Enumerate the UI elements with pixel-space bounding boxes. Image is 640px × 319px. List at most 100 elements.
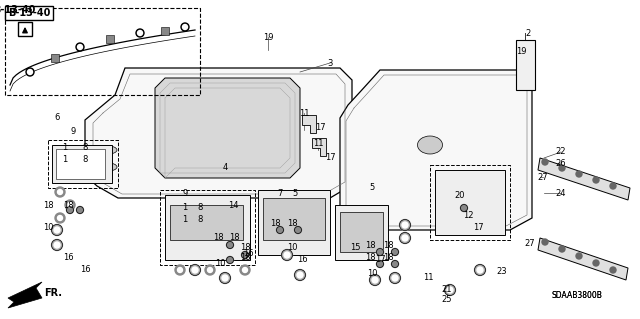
Bar [5,6,53,20]
Text: 8: 8 [83,155,88,165]
Circle shape [399,219,410,231]
Text: 18: 18 [365,254,375,263]
Text: 20: 20 [455,190,465,199]
Text: 17: 17 [473,224,483,233]
Circle shape [369,275,381,286]
Circle shape [576,253,582,259]
Text: 10: 10 [43,224,53,233]
Circle shape [26,68,34,76]
Ellipse shape [417,136,442,154]
Circle shape [559,246,565,252]
Circle shape [392,249,399,256]
Text: 1: 1 [62,155,68,165]
Text: 18: 18 [63,202,74,211]
Circle shape [390,272,401,284]
Text: 16: 16 [297,256,307,264]
Circle shape [182,25,188,29]
Text: 16: 16 [80,265,90,275]
Circle shape [461,204,467,211]
Circle shape [54,227,60,233]
Text: 17: 17 [374,255,385,263]
Circle shape [392,275,398,281]
Circle shape [542,239,548,245]
Text: 18: 18 [383,254,394,263]
Text: SDAAB3800B: SDAAB3800B [552,292,602,300]
Polygon shape [165,195,250,260]
Polygon shape [56,149,105,179]
Text: 16: 16 [63,254,74,263]
Circle shape [227,256,234,263]
Bar [18,22,32,36]
Circle shape [243,268,248,272]
Text: 19: 19 [516,48,526,56]
Polygon shape [302,115,316,133]
Text: 18: 18 [240,254,250,263]
Circle shape [77,44,83,49]
Polygon shape [312,138,326,156]
Text: 22: 22 [556,147,566,157]
Text: 10: 10 [367,269,377,278]
Polygon shape [85,68,352,198]
Circle shape [402,222,408,228]
Circle shape [559,165,565,171]
Circle shape [181,23,189,31]
Polygon shape [106,35,114,43]
Circle shape [376,249,383,256]
Circle shape [55,187,65,197]
Text: 18: 18 [287,219,298,228]
Text: 10: 10 [287,243,297,253]
Text: SDAAB3800B: SDAAB3800B [552,292,602,300]
Circle shape [77,206,83,213]
Text: 3: 3 [327,58,333,68]
Text: 11: 11 [299,108,309,117]
Circle shape [55,213,65,223]
Text: B-13-40: B-13-40 [8,8,50,18]
Circle shape [28,70,33,75]
Text: 18: 18 [365,241,375,249]
Text: 25: 25 [442,295,452,305]
Text: B-13-40: B-13-40 [0,5,35,15]
Text: 21: 21 [442,286,452,294]
Circle shape [58,216,63,220]
Text: 18: 18 [228,234,239,242]
Text: 9: 9 [70,127,76,136]
Circle shape [474,264,486,276]
Text: 16: 16 [243,249,253,258]
Text: FR.: FR. [44,288,62,298]
Text: 8: 8 [197,204,203,212]
Text: 18: 18 [383,241,394,249]
Circle shape [65,200,75,210]
Text: 1: 1 [182,216,188,225]
Circle shape [593,260,599,266]
Circle shape [282,249,292,261]
Text: 1: 1 [62,144,68,152]
Circle shape [372,277,378,283]
Text: 27: 27 [538,173,548,182]
Ellipse shape [99,146,117,154]
Circle shape [222,275,228,281]
Text: 5: 5 [369,183,374,192]
Text: 17: 17 [315,122,325,131]
Circle shape [51,225,63,235]
Text: 4: 4 [222,164,228,173]
Circle shape [67,203,72,207]
Text: 11: 11 [313,138,323,147]
Circle shape [593,177,599,183]
Text: 1: 1 [182,204,188,212]
Text: 2: 2 [525,28,531,38]
Polygon shape [170,205,243,240]
Circle shape [376,261,383,268]
Text: 17: 17 [324,152,335,161]
Text: 24: 24 [556,189,566,197]
Text: 6: 6 [54,114,60,122]
Circle shape [399,233,410,243]
Polygon shape [161,27,169,35]
Circle shape [175,265,185,275]
Circle shape [402,235,408,241]
Circle shape [192,267,198,273]
Circle shape [51,240,63,250]
Circle shape [610,183,616,189]
Text: 8: 8 [83,144,88,152]
Circle shape [241,251,248,258]
Text: 15: 15 [349,242,360,251]
